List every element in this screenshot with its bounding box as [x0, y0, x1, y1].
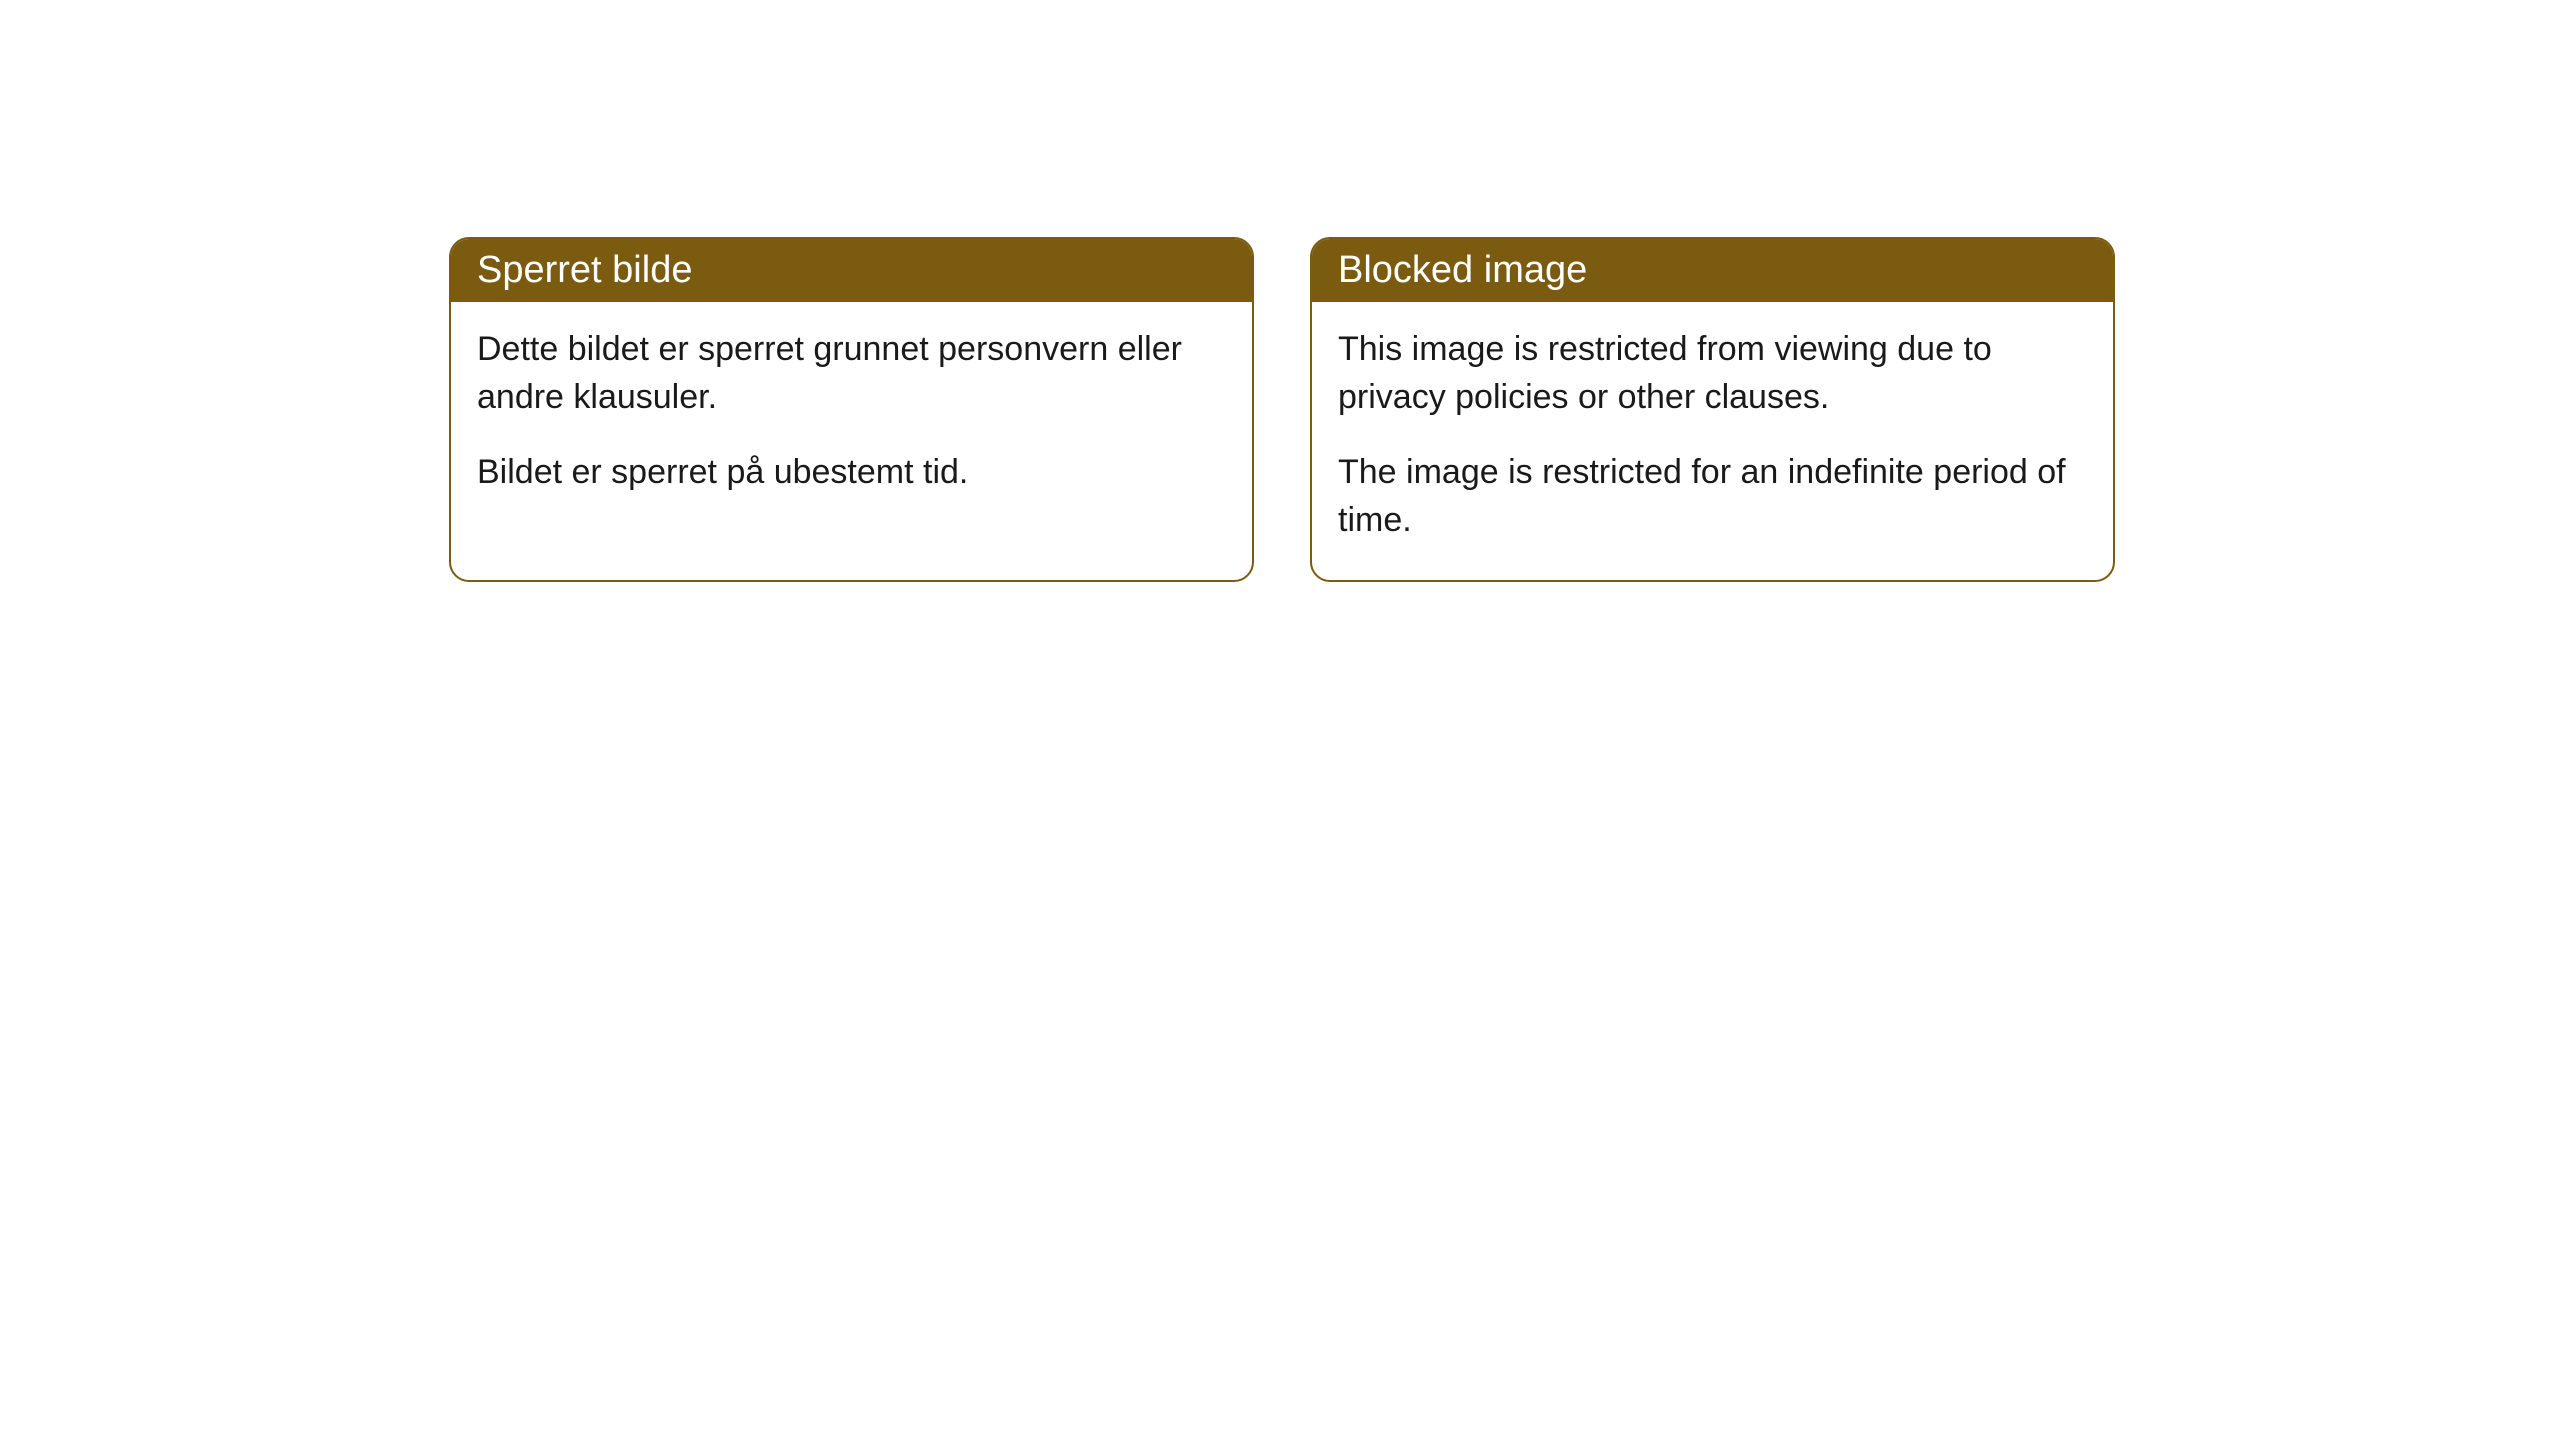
- card-paragraph-2: The image is restricted for an indefinit…: [1338, 449, 2087, 544]
- card-body-english: This image is restricted from viewing du…: [1312, 302, 2113, 580]
- card-paragraph-2: Bildet er sperret på ubestemt tid.: [477, 449, 1226, 497]
- card-body-norwegian: Dette bildet er sperret grunnet personve…: [451, 302, 1252, 533]
- card-title: Blocked image: [1338, 249, 1587, 291]
- card-paragraph-1: This image is restricted from viewing du…: [1338, 326, 2087, 421]
- card-header-english: Blocked image: [1312, 239, 2113, 302]
- card-title: Sperret bilde: [477, 249, 692, 291]
- card-header-norwegian: Sperret bilde: [451, 239, 1252, 302]
- blocked-image-card-norwegian: Sperret bilde Dette bildet er sperret gr…: [449, 237, 1254, 582]
- blocked-image-card-english: Blocked image This image is restricted f…: [1310, 237, 2115, 582]
- notice-cards-container: Sperret bilde Dette bildet er sperret gr…: [449, 237, 2115, 582]
- card-paragraph-1: Dette bildet er sperret grunnet personve…: [477, 326, 1226, 421]
